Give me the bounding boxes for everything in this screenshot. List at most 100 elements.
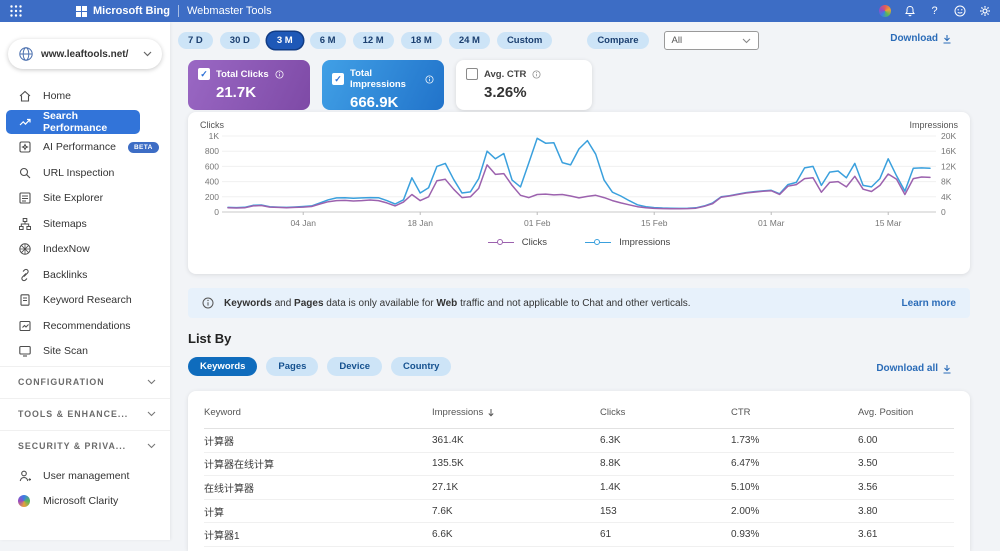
table-header-row: Keyword Impressions Clicks CTR Avg. Posi… [204,391,954,429]
topbar: Microsoft Bing Webmaster Tools ? [0,0,1000,22]
waffle-menu-icon[interactable] [9,4,23,18]
chevron-down-icon [147,379,156,384]
monitor-icon [19,346,31,357]
sidebar-item-url-inspection[interactable]: URL Inspection [0,160,170,186]
help-icon[interactable]: ? [931,5,938,17]
clicks-marker-icon [487,238,514,247]
main-content: 7 D 30 D 3 M 6 M 12 M 18 M 24 M Custom C… [170,22,1000,551]
tab-keywords[interactable]: Keywords [188,357,258,376]
impressions-marker-icon [585,238,612,247]
legend-impressions[interactable]: Impressions [585,237,670,248]
range-pill-24m[interactable]: 24 M [448,32,490,49]
link-icon [21,268,29,281]
sidebar-item-home[interactable]: Home [0,83,170,109]
svg-text:15 Feb: 15 Feb [641,218,668,228]
notifications-bell-icon[interactable] [902,4,917,19]
total-clicks-card: ✓ Total Clicks 21.7K [188,60,310,110]
download-button[interactable]: Download [890,33,952,44]
table-row[interactable]: 在线计算器 27.1K 1.4K 5.10% 3.56 [204,476,954,500]
col-clicks[interactable]: Clicks [600,407,626,418]
table-row[interactable]: 计算器在线计算 135.5K 8.8K 6.47% 3.50 [204,453,954,477]
beta-badge: BETA [127,141,159,153]
chevron-down-icon [147,411,156,416]
tab-country[interactable]: Country [391,357,452,376]
sidebar-item-search-performance[interactable]: Search Performance [6,109,140,134]
topbar-divider [178,5,179,17]
learn-more-link[interactable]: Learn more [901,297,956,309]
range-pill-12m[interactable]: 12 M [352,32,394,49]
table-body: 计算器 361.4K 6.3K 1.73% 6.00 计算器在线计算 135.5K 8.8K… [204,429,954,547]
table-row[interactable]: 计算器1 6.6K 61 0.93% 3.61 [204,523,954,547]
vertical-select[interactable]: All [663,31,759,50]
svg-text:12K: 12K [941,161,956,171]
svg-text:16K: 16K [941,146,956,156]
chevron-down-icon [143,51,152,57]
table-row[interactable]: 计算器 361.4K 6.3K 1.73% 6.00 [204,429,954,453]
svg-text:200: 200 [205,192,219,202]
tab-pages[interactable]: Pages [266,357,319,376]
svg-text:8K: 8K [941,177,952,187]
svg-text:15 Mar: 15 Mar [875,218,902,228]
range-pill-6m[interactable]: 6 M [309,32,346,49]
info-icon [202,297,214,309]
total-impressions-card: ✓ Total Impressions 666.9K [322,60,444,111]
svg-text:400: 400 [205,177,219,187]
left-axis-title: Clicks [200,120,224,130]
sort-desc-icon [488,409,494,417]
svg-text:800: 800 [205,146,219,156]
sidebar-item-ai-performance[interactable]: AI Performance BETA [0,135,170,161]
tab-device[interactable]: Device [327,357,383,376]
range-pill-18m[interactable]: 18 M [400,32,442,49]
download-icon [943,34,951,44]
range-pill-3m[interactable]: 3 M [266,32,303,49]
range-pill-7d[interactable]: 7 D [178,32,213,49]
sidebar-item-indexnow[interactable]: IndexNow [0,237,170,263]
total-impressions-checkbox[interactable]: ✓ [332,73,344,85]
sidebar-item-recommendations[interactable]: Recommendations [0,313,170,339]
home-icon [19,90,31,102]
table-row[interactable]: 计算 7.6K 153 2.00% 3.80 [204,500,954,524]
sidebar-section-tools[interactable]: TOOLS & ENHANCE... [0,398,170,428]
info-icon [425,74,434,84]
sidebar-item-backlinks[interactable]: Backlinks [0,262,170,288]
avg-ctr-card: ✓ Avg. CTR 3.26% [456,60,592,110]
compare-button[interactable]: Compare [587,32,649,49]
col-impressions[interactable]: Impressions [432,407,600,418]
document-icon [20,294,30,306]
sidebar-section-security[interactable]: SECURITY & PRIVA... [0,430,170,460]
recommendations-icon [19,320,31,331]
settings-gear-icon[interactable] [977,4,992,19]
right-axis-title: Impressions [909,120,958,130]
col-keyword[interactable]: Keyword [204,407,241,418]
indexnow-icon [19,243,31,255]
magnifier-icon [19,167,31,179]
banner-text: Keywords and Pages data is only availabl… [224,297,691,309]
sidebar-item-site-explorer[interactable]: Site Explorer [0,186,170,212]
col-avg-position[interactable]: Avg. Position [858,407,914,418]
site-url: www.leaftools.net/ [41,48,129,60]
clarity-icon [18,495,30,508]
range-pill-custom[interactable]: Custom [496,32,553,49]
sidebar-item-keyword-research[interactable]: Keyword Research [0,288,170,314]
download-all-button[interactable]: Download all [876,363,952,374]
info-icon [532,69,541,79]
site-selector[interactable]: www.leaftools.net/ [8,39,162,69]
brand-name: Microsoft Bing [93,5,170,17]
sidebar-item-sitemaps[interactable]: Sitemaps [0,211,170,237]
globe-icon [19,47,33,61]
sidebar-item-site-scan[interactable]: Site Scan [0,339,170,365]
diversity-icon[interactable] [877,4,892,19]
col-ctr[interactable]: CTR [731,407,751,418]
sidebar-item-microsoft-clarity[interactable]: Microsoft Clarity [0,489,170,515]
feedback-smiley-icon[interactable] [952,4,967,19]
performance-chart: 0 0 200 4K 400 8K 600 12K 800 16K 1K 20K 04 Jan 18 Ja… [205,131,957,228]
keywords-table: Keyword Impressions Clicks CTR Avg. Posi… [188,391,970,551]
sidebar-section-configuration[interactable]: CONFIGURATION [0,366,170,396]
legend-clicks[interactable]: Clicks [487,237,547,248]
range-pill-30d[interactable]: 30 D [219,32,260,49]
avg-ctr-checkbox[interactable]: ✓ [466,68,478,80]
ai-sparkle-icon [19,141,31,153]
svg-text:18 Jan: 18 Jan [407,218,433,228]
total-clicks-checkbox[interactable]: ✓ [198,68,210,80]
sidebar-item-user-management[interactable]: User management [0,463,170,489]
